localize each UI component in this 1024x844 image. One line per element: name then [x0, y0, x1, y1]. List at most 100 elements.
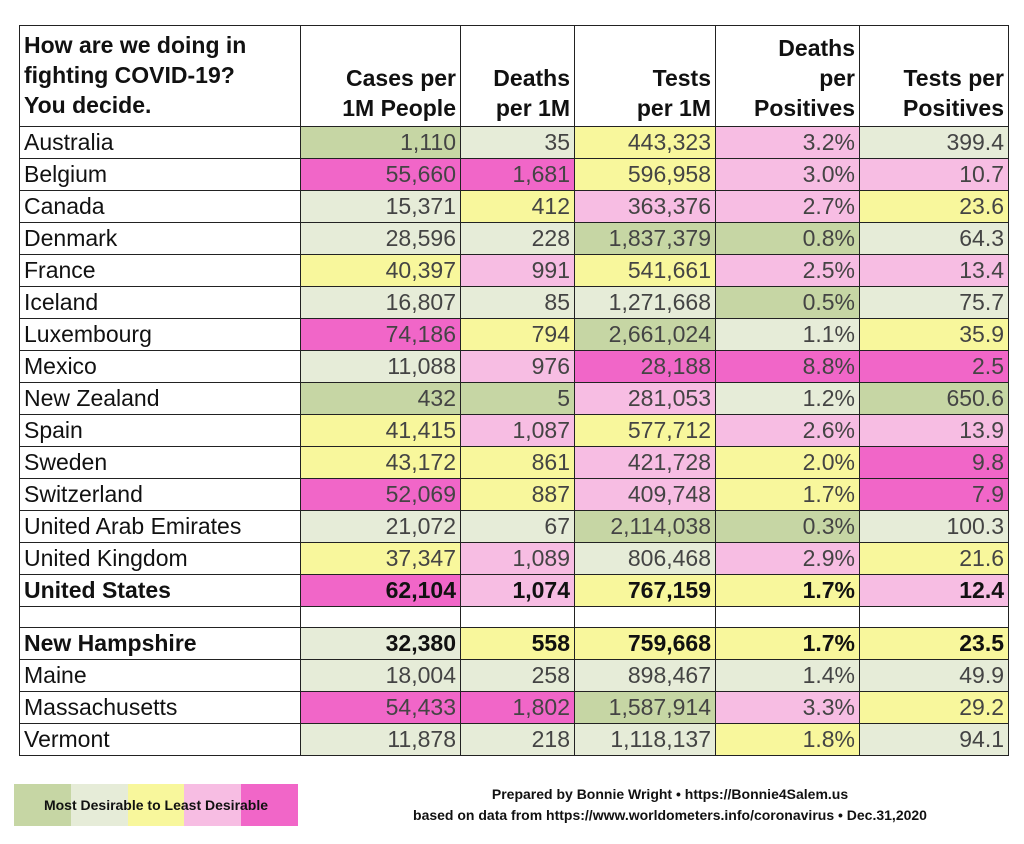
- row-label: United Arab Emirates: [19, 510, 301, 543]
- row-label: Mexico: [19, 350, 301, 383]
- cell-tests-per-positives: 29.2: [859, 691, 1009, 724]
- cell-tests-per-1m: 898,467: [574, 659, 716, 692]
- cell-deaths-per-positives: 1.4%: [715, 659, 860, 692]
- cell-tests-per-1m: 1,837,379: [574, 222, 716, 255]
- cell-cases-per-1m: 16,807: [300, 286, 461, 319]
- legend-swatch-least-desirable: [241, 784, 298, 826]
- cell-cases-per-1m: 15,371: [300, 190, 461, 223]
- cell-cases-per-1m: 32,380: [300, 627, 461, 660]
- legend-swatch-most-desirable: [14, 784, 71, 826]
- color-legend: Most Desirable to Least Desirable: [14, 784, 298, 826]
- cell-deaths-per-1m: 887: [460, 478, 575, 511]
- header-row: How are we doing in fighting COVID-19? Y…: [19, 25, 1009, 127]
- table-row: France 40,397 991 541,661 2.5% 13.4: [19, 254, 1009, 287]
- table-row: Switzerland 52,069 887 409,748 1.7% 7.9: [19, 478, 1009, 511]
- cell-deaths-per-1m: 976: [460, 350, 575, 383]
- row-label: Iceland: [19, 286, 301, 319]
- cell-deaths-per-positives: 3.0%: [715, 158, 860, 191]
- table-row: Denmark 28,596 228 1,837,379 0.8% 64.3: [19, 222, 1009, 255]
- cell-cases-per-1m: 28,596: [300, 222, 461, 255]
- cell-tests-per-1m: 767,159: [574, 574, 716, 607]
- row-label: United Kingdom: [19, 542, 301, 575]
- cell-deaths-per-1m: 794: [460, 318, 575, 351]
- table-row: United Arab Emirates 21,072 67 2,114,038 0.3…: [19, 510, 1009, 543]
- cell-deaths-per-positives: 2.6%: [715, 414, 860, 447]
- legend-label: Most Desirable to Least Desirable: [43, 797, 269, 813]
- cell-deaths-per-1m: 991: [460, 254, 575, 287]
- credit-line-2: based on data from https://www.worldomet…: [413, 807, 927, 823]
- table-row: Maine 18,004 258 898,467 1.4% 49.9: [19, 659, 1009, 692]
- row-label: Luxembourg: [19, 318, 301, 351]
- cell-tests-per-positives: 12.4: [859, 574, 1009, 607]
- cell-tests-per-positives: 49.9: [859, 659, 1009, 692]
- cell-tests-per-positives: 100.3: [859, 510, 1009, 543]
- cell-tests-per-1m: 281,053: [574, 382, 716, 415]
- row-label: Vermont: [19, 723, 301, 756]
- header-tests-per-positives: Tests per Positives: [859, 25, 1009, 127]
- cell-deaths-per-1m: 67: [460, 510, 575, 543]
- row-label: New Hampshire: [19, 627, 301, 660]
- cell-tests-per-1m: 577,712: [574, 414, 716, 447]
- cell-tests-per-1m: 2,661,024: [574, 318, 716, 351]
- cell-tests-per-positives: 21.6: [859, 542, 1009, 575]
- table-row: Massachusetts 54,433 1,802 1,587,914 3.3% 29.…: [19, 691, 1009, 724]
- cell-tests-per-positives: 23.6: [859, 190, 1009, 223]
- cell-deaths-per-1m: 1,089: [460, 542, 575, 575]
- cell-cases-per-1m: 1,110: [300, 126, 461, 159]
- table-row: New Hampshire 32,380 558 759,668 1.7% 23.5: [19, 627, 1009, 660]
- cell-tests-per-1m: 363,376: [574, 190, 716, 223]
- spacer-row: [19, 606, 1009, 628]
- table-row: Mexico 11,088 976 28,188 8.8% 2.5: [19, 350, 1009, 383]
- cell-deaths-per-1m: 1,681: [460, 158, 575, 191]
- cell-cases-per-1m: 11,088: [300, 350, 461, 383]
- cell-deaths-per-positives: 1.1%: [715, 318, 860, 351]
- table-row: United States 62,104 1,074 767,159 1.7% 12.4: [19, 574, 1009, 607]
- cell-deaths-per-positives: 1.2%: [715, 382, 860, 415]
- cell-deaths-per-positives: 1.8%: [715, 723, 860, 756]
- cell-cases-per-1m: 37,347: [300, 542, 461, 575]
- cell-tests-per-1m: 421,728: [574, 446, 716, 479]
- cell-tests-per-1m: 409,748: [574, 478, 716, 511]
- row-label: Switzerland: [19, 478, 301, 511]
- cell-tests-per-1m: 28,188: [574, 350, 716, 383]
- cell-deaths-per-positives: 2.5%: [715, 254, 860, 287]
- row-label: Canada: [19, 190, 301, 223]
- spacer-cell: [715, 606, 860, 628]
- covid-comparison-table: How are we doing in fighting COVID-19? Y…: [19, 25, 1009, 756]
- cell-deaths-per-1m: 85: [460, 286, 575, 319]
- cell-deaths-per-1m: 5: [460, 382, 575, 415]
- cell-tests-per-1m: 2,114,038: [574, 510, 716, 543]
- row-label: New Zealand: [19, 382, 301, 415]
- row-label: Massachusetts: [19, 691, 301, 724]
- cell-deaths-per-1m: 258: [460, 659, 575, 692]
- row-label: Spain: [19, 414, 301, 447]
- cell-tests-per-1m: 541,661: [574, 254, 716, 287]
- table-row: Spain 41,415 1,087 577,712 2.6% 13.9: [19, 414, 1009, 447]
- cell-deaths-per-1m: 1,802: [460, 691, 575, 724]
- cell-tests-per-positives: 2.5: [859, 350, 1009, 383]
- header-deaths-per-positives: Deaths per Positives: [715, 25, 860, 127]
- cell-deaths-per-positives: 2.0%: [715, 446, 860, 479]
- cell-cases-per-1m: 43,172: [300, 446, 461, 479]
- cell-cases-per-1m: 11,878: [300, 723, 461, 756]
- header-cases-per-1m: Cases per 1M People: [300, 25, 461, 127]
- header-deaths-per-1m: Deaths per 1M: [460, 25, 575, 127]
- cell-tests-per-positives: 94.1: [859, 723, 1009, 756]
- row-label: Maine: [19, 659, 301, 692]
- header-tests-per-1m: Tests per 1M: [574, 25, 716, 127]
- cell-deaths-per-1m: 228: [460, 222, 575, 255]
- cell-tests-per-positives: 399.4: [859, 126, 1009, 159]
- cell-tests-per-1m: 759,668: [574, 627, 716, 660]
- cell-deaths-per-positives: 0.5%: [715, 286, 860, 319]
- spacer-cell: [460, 606, 575, 628]
- cell-cases-per-1m: 18,004: [300, 659, 461, 692]
- table-row: Vermont 11,878 218 1,118,137 1.8% 94.1: [19, 723, 1009, 756]
- row-label: Belgium: [19, 158, 301, 191]
- cell-deaths-per-1m: 412: [460, 190, 575, 223]
- table-title: How are we doing in fighting COVID-19? Y…: [19, 25, 301, 127]
- cell-deaths-per-1m: 1,074: [460, 574, 575, 607]
- title-line-2: fighting COVID-19?: [24, 61, 235, 88]
- table-row: New Zealand 432 5 281,053 1.2% 650.6: [19, 382, 1009, 415]
- cell-deaths-per-positives: 1.7%: [715, 627, 860, 660]
- cell-deaths-per-1m: 218: [460, 723, 575, 756]
